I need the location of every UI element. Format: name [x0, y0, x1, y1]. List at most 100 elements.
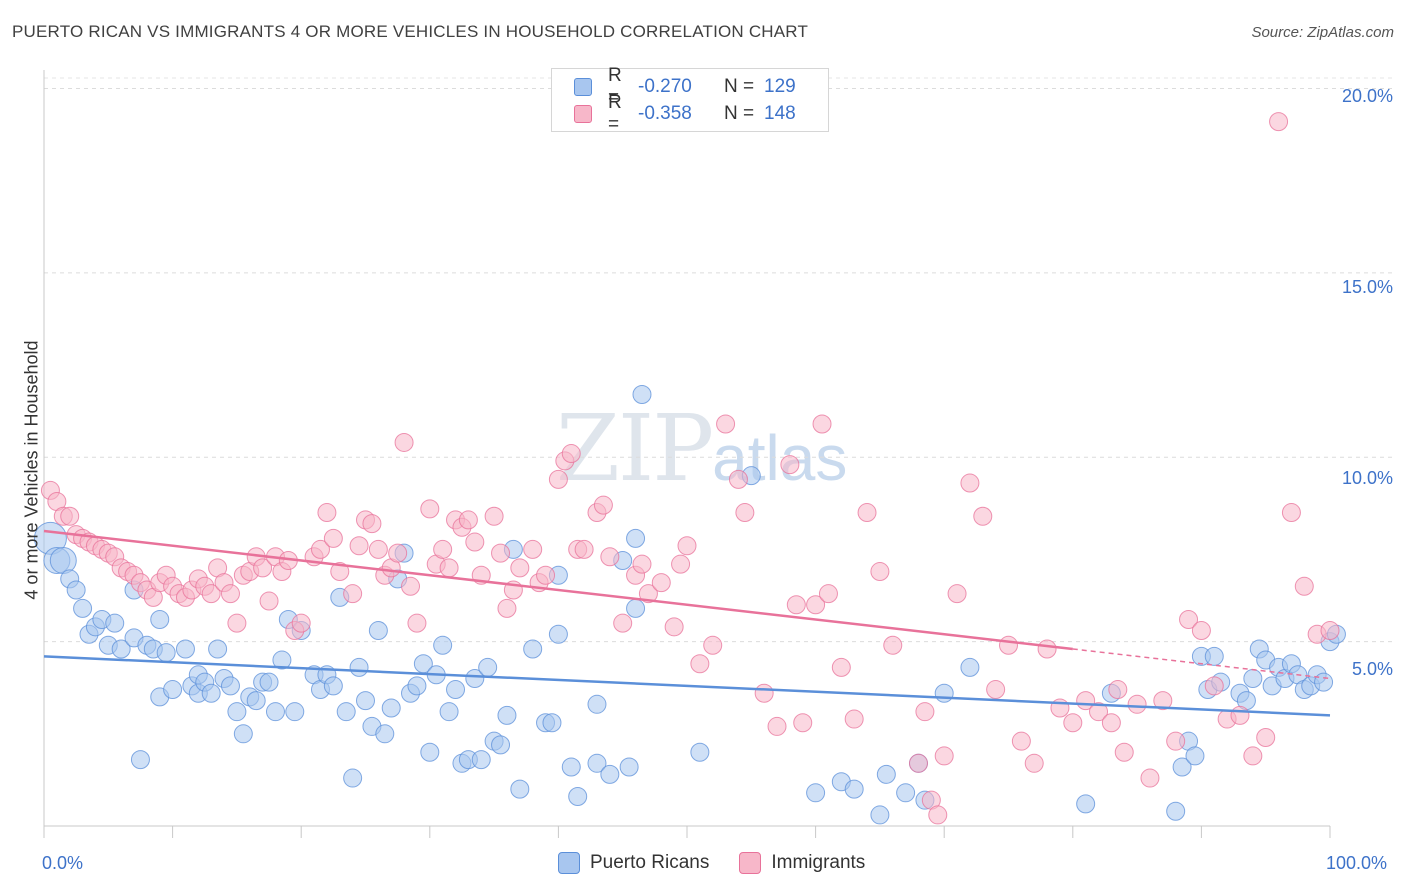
puerto-rican-point	[227, 702, 247, 722]
immigrant-point	[908, 753, 928, 773]
immigrant-point	[1230, 705, 1250, 725]
immigrant-point	[812, 414, 832, 434]
immigrant-point	[484, 506, 504, 526]
immigrant-point	[1127, 694, 1147, 714]
immigrant-point	[510, 558, 530, 578]
immigrant-point	[883, 635, 903, 655]
puerto-rican-point	[233, 724, 253, 744]
puerto-rican-point	[156, 643, 176, 663]
immigrant-point	[986, 680, 1006, 700]
immigrant-point	[728, 469, 748, 489]
x-tick-label-max: 100.0%	[1326, 853, 1388, 873]
puerto-rican-point	[870, 805, 890, 825]
immigrant-point	[60, 506, 80, 526]
puerto-rican-point	[343, 768, 363, 788]
legend-swatch-puerto-ricans	[574, 78, 592, 96]
legend-r-value: -0.358	[638, 103, 692, 124]
immigrant-point	[806, 595, 826, 615]
immigrant-point	[857, 503, 877, 523]
immigrant-point	[433, 539, 453, 559]
immigrant-point	[420, 499, 440, 519]
immigrant-point	[310, 539, 330, 559]
immigrant-point	[735, 503, 755, 523]
immigrant-point	[1256, 727, 1276, 747]
puerto-rican-point	[130, 750, 150, 770]
legend-swatch-puerto-ricans	[558, 852, 580, 874]
puerto-rican-point	[1243, 668, 1263, 688]
immigrant-point	[323, 528, 343, 548]
legend-r-label: R =	[608, 65, 622, 108]
immigrant-point	[1153, 691, 1173, 711]
puerto-rican-trend-line	[43, 655, 1331, 717]
legend-swatch-immigrants	[739, 852, 762, 874]
puerto-rican-point	[407, 676, 427, 696]
puerto-rican-point	[163, 680, 183, 700]
immigrant-point	[786, 595, 806, 615]
chart-title: PUERTO RICAN VS IMMIGRANTS 4 OR MORE VEH…	[12, 22, 809, 41]
immigrant-point	[651, 573, 671, 593]
immigrant-point	[677, 536, 697, 556]
immigrant-point	[671, 554, 691, 574]
immigrant-point	[574, 539, 594, 559]
immigrant-point	[1114, 742, 1134, 762]
puerto-rican-point	[587, 753, 607, 773]
immigrant-point	[844, 709, 864, 729]
puerto-rican-point	[220, 676, 240, 696]
x-tick-label-min: 0.0%	[42, 853, 84, 873]
immigrant-point	[388, 543, 408, 563]
y-axis-title: 4 or more Vehicles in Household	[21, 340, 42, 600]
legend-label-puerto-ricans: Puerto Ricans	[590, 852, 710, 873]
immigrant-point	[227, 613, 247, 633]
watermark-zip: ZIP	[556, 395, 714, 502]
immigrant-point	[368, 539, 388, 559]
immigrant-point	[497, 598, 517, 618]
immigrant-point	[1179, 609, 1199, 629]
immigrant-point	[1191, 621, 1211, 641]
puerto-rican-point	[246, 691, 266, 711]
puerto-rican-point	[105, 613, 125, 633]
immigrant-point	[870, 562, 890, 582]
puerto-rican-point	[439, 702, 459, 722]
puerto-rican-point	[73, 598, 93, 618]
puerto-rican-point	[175, 639, 195, 659]
puerto-rican-point	[1172, 757, 1192, 777]
immigrant-point	[960, 473, 980, 493]
puerto-rican-point	[568, 786, 588, 806]
puerto-rican-point	[265, 702, 285, 722]
puerto-rican-point	[626, 598, 646, 618]
puerto-rican-point	[368, 621, 388, 641]
y-tick-label-20: 20.0%	[1341, 86, 1393, 106]
immigrant-point	[1108, 680, 1128, 700]
puerto-rican-point	[587, 694, 607, 714]
immigrant-point	[999, 635, 1018, 655]
puerto-rican-point	[420, 742, 440, 762]
puerto-rican-point	[336, 702, 356, 722]
immigrant-point	[1320, 621, 1340, 641]
immigrant-point	[259, 591, 279, 611]
legend-swatch-immigrants	[574, 105, 592, 123]
immigrant-point	[201, 584, 221, 604]
y-tick-label-5: 5.0%	[1351, 659, 1393, 679]
puerto-rican-point	[542, 713, 562, 733]
legend-n-value: 148	[764, 103, 796, 124]
series-legend: Puerto Ricans Immigrants	[558, 852, 895, 874]
puerto-rican-point	[690, 742, 710, 762]
immigrant-point	[465, 532, 485, 552]
immigrant-point	[561, 444, 581, 464]
immigrant-point	[716, 414, 736, 434]
immigrant-point	[491, 543, 511, 563]
immigrant-point	[1037, 639, 1057, 659]
puerto-rican-point	[465, 668, 485, 688]
y-tick-label-10: 10.0%	[1341, 468, 1393, 488]
immigrant-point	[973, 506, 993, 526]
puerto-rican-point	[523, 639, 543, 659]
puerto-rican-point	[323, 676, 343, 696]
puerto-rican-point	[381, 698, 401, 718]
immigrant-point	[1294, 576, 1314, 596]
immigrant-point	[638, 584, 658, 604]
immigrant-point	[548, 469, 568, 489]
immigrant-point	[831, 657, 851, 677]
puerto-rican-point	[433, 635, 453, 655]
puerto-rican-point	[497, 705, 517, 725]
immigrant-point	[536, 565, 556, 585]
